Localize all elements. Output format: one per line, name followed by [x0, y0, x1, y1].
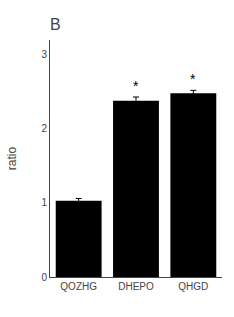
svg-text:*: * — [190, 71, 196, 87]
svg-text:0: 0 — [41, 272, 47, 283]
svg-text:1: 1 — [41, 197, 47, 208]
svg-text:*: * — [133, 78, 139, 94]
svg-text:2: 2 — [41, 123, 47, 134]
svg-text:3: 3 — [41, 49, 47, 60]
svg-text:ratio: ratio — [5, 147, 19, 171]
svg-text:QHGD: QHGD — [178, 281, 208, 292]
svg-text:DHEPO: DHEPO — [118, 281, 154, 292]
svg-text:B: B — [50, 16, 61, 33]
svg-text:QOZHG: QOZHG — [60, 281, 97, 292]
